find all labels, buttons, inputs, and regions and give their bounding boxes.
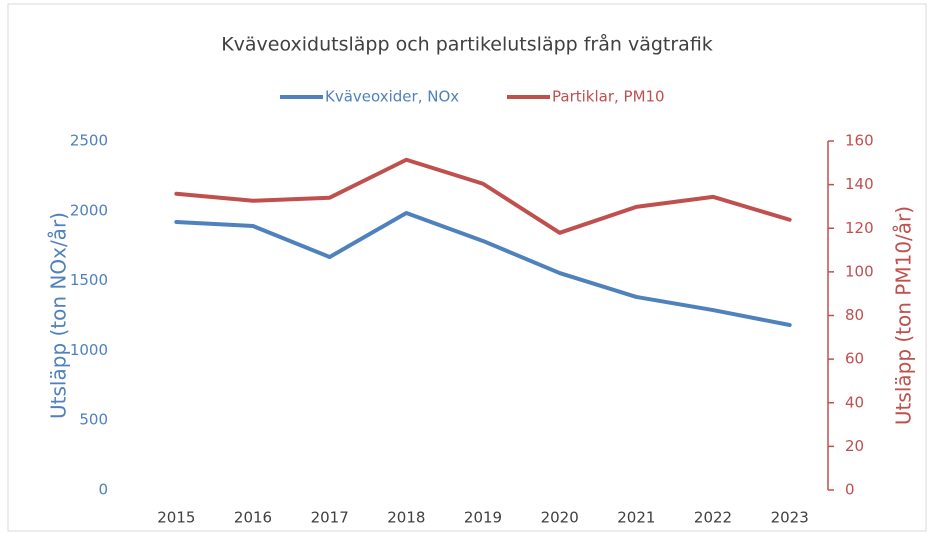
y2-tick-label: 0 (845, 481, 855, 499)
y-tick-label: 1000 (70, 341, 108, 359)
legend-label: Partiklar, PM10 (552, 88, 665, 106)
series-line (174, 211, 792, 327)
y2-tick-label: 60 (845, 350, 864, 368)
y2-tick-label: 120 (845, 219, 874, 237)
x-tick-label: 2016 (234, 509, 272, 527)
legend-label: Kväveoxider, NOx (325, 88, 459, 106)
y2-axis-title: Utsläpp (ton PM10/år) (892, 206, 916, 425)
y2-tick-label: 100 (845, 262, 874, 280)
x-tick-label: 2018 (387, 509, 425, 527)
y-tick-label: 2500 (70, 132, 108, 150)
y-tick-label: 1500 (70, 271, 108, 289)
y2-tick-label: 140 (845, 175, 874, 193)
x-tick-label: 2023 (771, 509, 809, 527)
x-tick-label: 2022 (694, 509, 732, 527)
series-line (174, 157, 792, 235)
y2-tick-label: 80 (845, 306, 864, 324)
x-tick-label: 2019 (464, 509, 502, 527)
x-tick-label: 2017 (311, 509, 349, 527)
y-tick-label: 0 (98, 481, 108, 499)
y2-tick-label: 20 (845, 437, 864, 455)
y-axis-title: Utsläpp (ton NOx/år) (47, 212, 71, 419)
y-tick-label: 2000 (70, 201, 108, 219)
x-tick-label: 2021 (617, 509, 655, 527)
y2-tick-label: 40 (845, 393, 864, 411)
chart-frame (7, 3, 927, 532)
y-tick-label: 500 (79, 411, 108, 429)
chart-title: Kväveoxidutsläpp och partikelutsläpp frå… (221, 33, 713, 56)
x-tick-label: 2020 (541, 509, 579, 527)
y2-tick-label: 160 (845, 132, 874, 150)
x-tick-label: 2015 (157, 509, 195, 527)
